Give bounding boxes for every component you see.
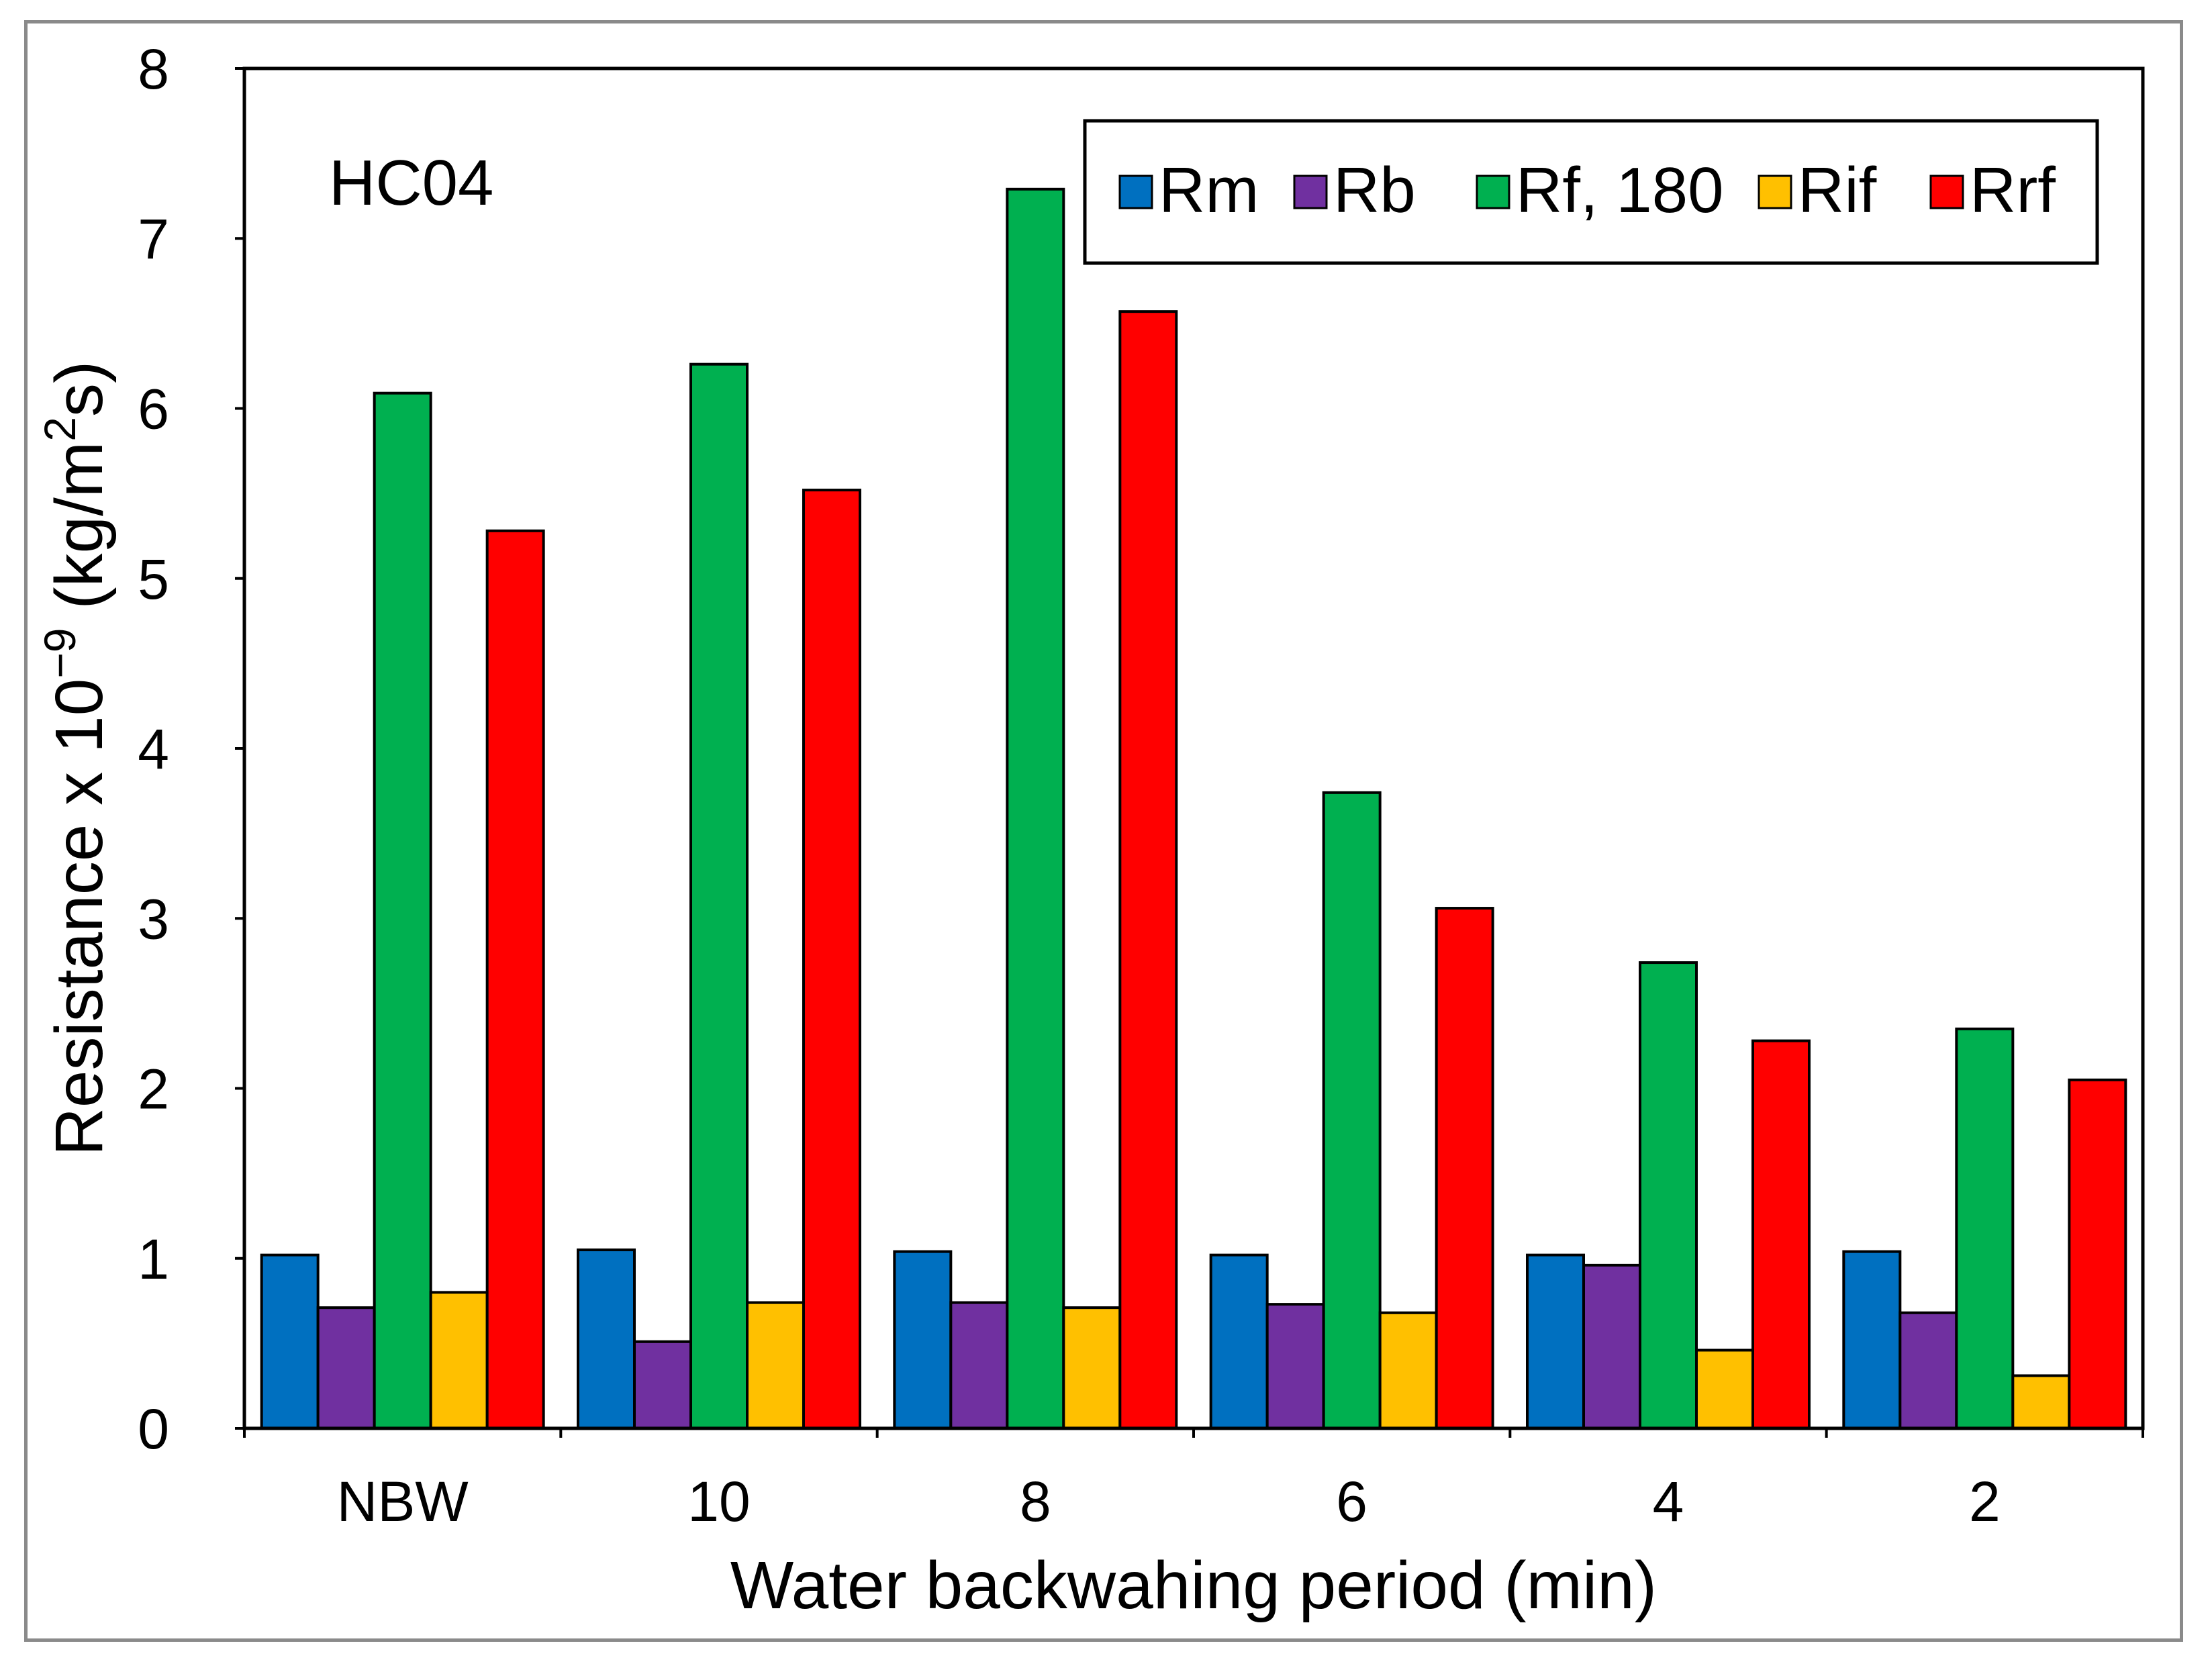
y-axis-label: Resistance x 10−9 (kg/m2s): [35, 361, 117, 1157]
legend-label: Rif: [1798, 154, 1877, 226]
bar-rb-4: [1582, 1263, 1641, 1430]
bar-rrf-2: [1118, 310, 1178, 1430]
y-axis-label-suffix: s): [42, 361, 117, 417]
bar-rif-4: [1695, 1348, 1754, 1430]
bar-rm-0: [260, 1253, 320, 1430]
bar-rb-3: [1265, 1303, 1325, 1430]
bar-rif-3: [1378, 1311, 1438, 1430]
legend-swatch-rif: [1758, 175, 1792, 209]
legend-label: Rrf: [1970, 154, 2056, 226]
bar-rrf-5: [2068, 1078, 2127, 1430]
bar-rm-4: [1526, 1253, 1585, 1430]
x-axis-label: Water backwahing period (min): [730, 1548, 1657, 1623]
y-axis-label-prefix: Resistance x 10: [42, 679, 117, 1156]
bar-rif-0: [429, 1291, 489, 1430]
bar-rb-0: [316, 1306, 376, 1430]
plot-background: [242, 66, 2145, 1430]
x-tick-label: 2: [1969, 1470, 2001, 1533]
x-tick-label: NBW: [337, 1470, 469, 1533]
legend-swatch-rrf: [1929, 175, 1964, 209]
bar-rrf-4: [1751, 1039, 1811, 1430]
bar-rf-180-0: [373, 391, 432, 1430]
bar-rif-1: [746, 1301, 805, 1430]
y-tick-label: 3: [138, 887, 169, 950]
x-axis: NBW 10 8 6 4 2: [243, 1426, 2144, 1533]
y-axis: 0 1 2 3 4 5 6 7 8: [138, 38, 244, 1461]
y-axis-label-unit-exponent: 2: [35, 417, 85, 442]
bar-rm-1: [577, 1248, 636, 1430]
legend-swatch-rm: [1118, 175, 1153, 209]
bar-rb-5: [1898, 1311, 1958, 1430]
bar-rf-180-4: [1639, 961, 1698, 1430]
y-tick-label: 7: [138, 207, 169, 271]
y-tick-label: 1: [138, 1228, 169, 1291]
y-tick-label: 5: [138, 548, 169, 611]
legend-label: Rm: [1159, 154, 1259, 226]
y-axis-label-exponent: −9: [35, 628, 85, 679]
bar-rrf-3: [1435, 907, 1494, 1430]
bar-rf-180-2: [1006, 187, 1065, 1430]
bars: [260, 187, 2127, 1430]
chart-annotation: HC04: [329, 147, 493, 219]
legend-box: [1083, 119, 2099, 265]
bar-rm-2: [893, 1250, 953, 1430]
y-tick-label: 4: [138, 718, 169, 781]
x-tick-label: 4: [1653, 1470, 1684, 1533]
y-tick-label: 8: [138, 38, 169, 101]
bar-rf-180-1: [689, 362, 749, 1430]
y-tick-label: 6: [138, 378, 169, 441]
bar-rrf-1: [802, 489, 861, 1430]
y-tick-label: 0: [138, 1397, 169, 1461]
bar-rrf-0: [485, 529, 545, 1430]
bar-rif-5: [2011, 1374, 2071, 1430]
bar-rif-2: [1062, 1306, 1122, 1430]
y-tick-label: 2: [138, 1058, 169, 1121]
bar-rf-180-5: [1955, 1027, 2015, 1430]
legend-swatch-rb: [1293, 175, 1328, 209]
x-tick-label: 8: [1020, 1470, 1051, 1533]
y-axis-label-unit: (kg/m: [42, 442, 117, 628]
legend: Rm Rb Rf, 180 Rif Rrf: [1083, 119, 2099, 265]
bar-rm-5: [1842, 1250, 1902, 1430]
bar-rf-180-3: [1322, 791, 1382, 1430]
bar-rm-3: [1209, 1253, 1269, 1430]
legend-label: Rb: [1333, 154, 1416, 226]
bar-rb-1: [633, 1340, 692, 1430]
x-tick-label: 6: [1336, 1470, 1367, 1533]
x-tick-label: 10: [687, 1470, 750, 1533]
legend-label: Rf, 180: [1516, 154, 1724, 226]
bar-rb-2: [949, 1301, 1009, 1430]
plot-area: [242, 66, 2145, 1430]
legend-swatch-rf-180: [1476, 175, 1510, 209]
